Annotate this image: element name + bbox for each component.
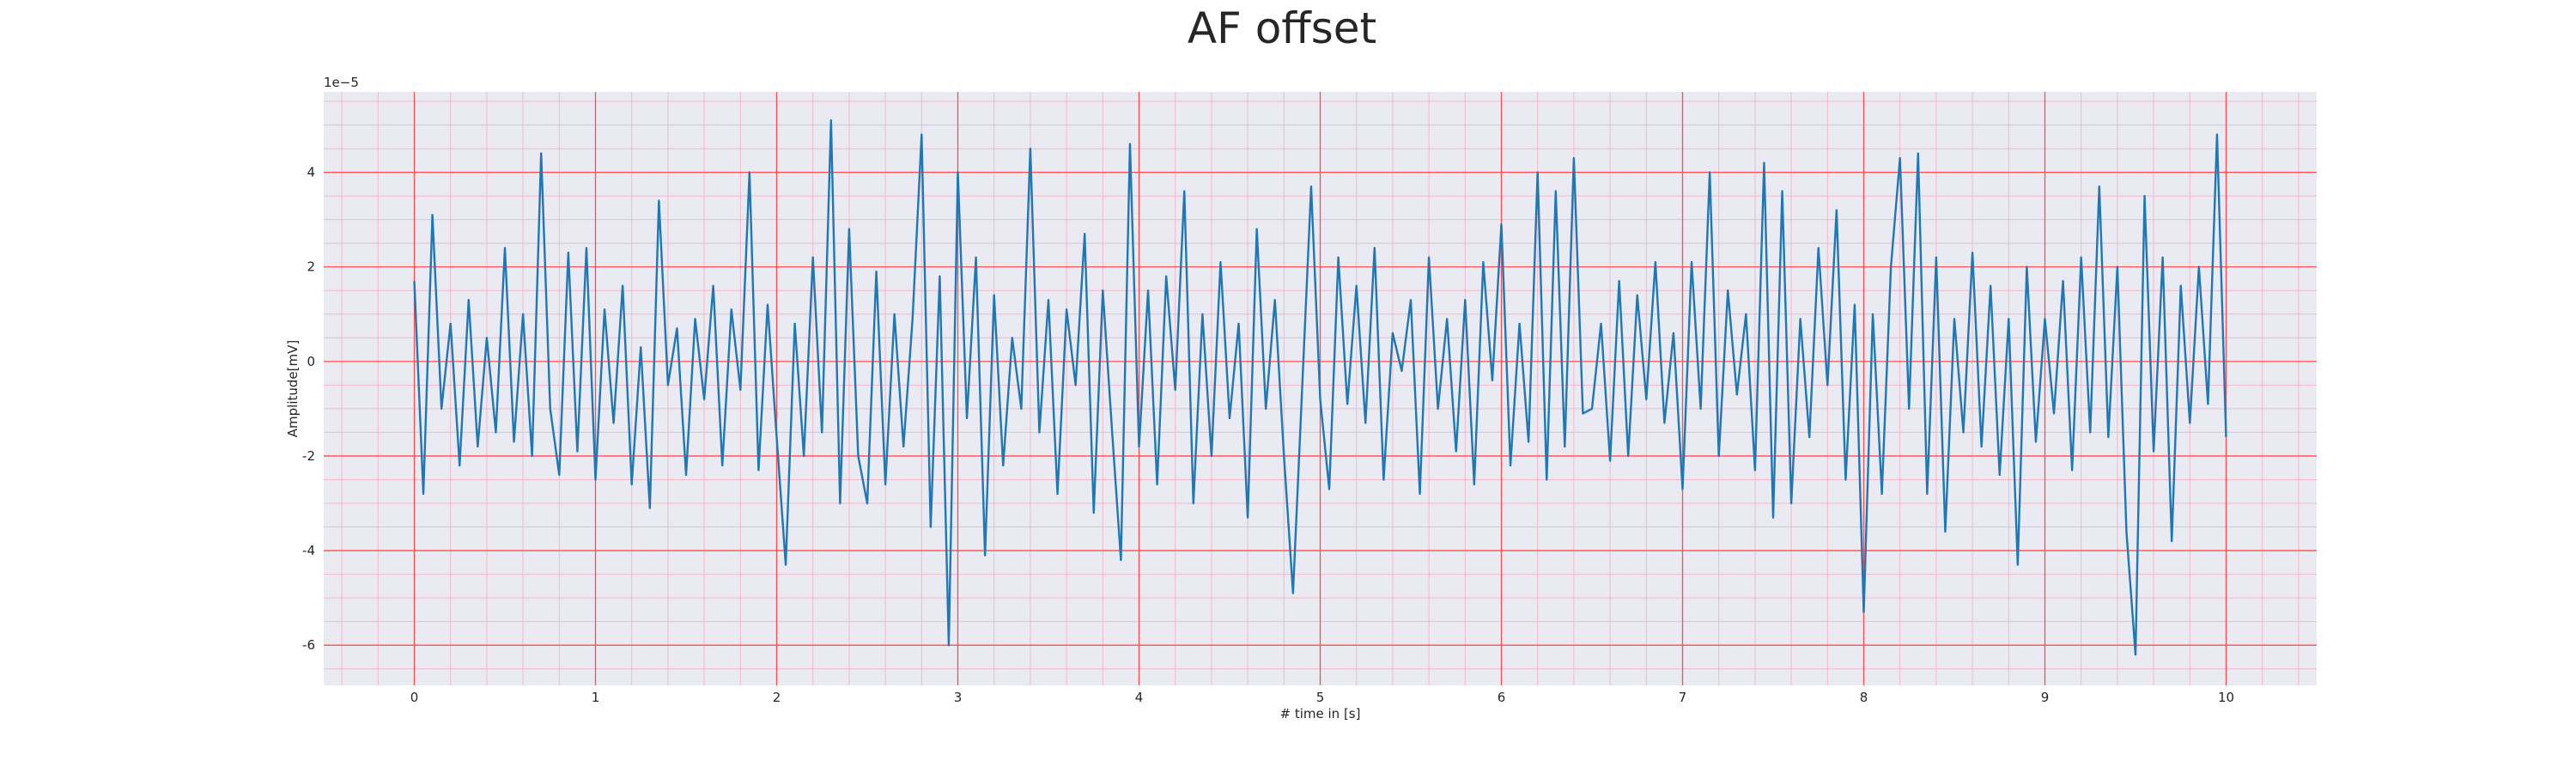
y-tick-label: -4 (302, 543, 315, 558)
x-tick-label: 2 (773, 690, 781, 705)
chart-title: AF offset (1188, 3, 1376, 53)
x-tick-label: 1 (592, 690, 600, 705)
line-series (413, 119, 2227, 656)
y-axis-label: Amplitude[mV] (285, 340, 301, 437)
x-tick-label: 6 (1498, 690, 1506, 705)
x-tick-label: 8 (1860, 690, 1868, 705)
x-tick-label: 5 (1316, 690, 1325, 705)
y-tick-label: 0 (307, 354, 315, 369)
x-tick-label: 3 (954, 690, 963, 705)
y-tick-label: 4 (307, 165, 315, 180)
x-tick-label: 4 (1135, 690, 1144, 705)
y-tick-label: 2 (307, 259, 315, 275)
x-tick-label: 7 (1679, 690, 1687, 705)
y-offset-label: 1e−5 (324, 75, 359, 90)
y-tick-label: -2 (302, 448, 315, 464)
x-tick-label: 9 (2041, 690, 2050, 705)
x-axis-label: # time in [s] (1280, 706, 1361, 721)
x-tick-label: 0 (410, 690, 419, 705)
x-tick-label: 10 (2218, 690, 2234, 705)
y-tick-label: -6 (302, 637, 315, 653)
